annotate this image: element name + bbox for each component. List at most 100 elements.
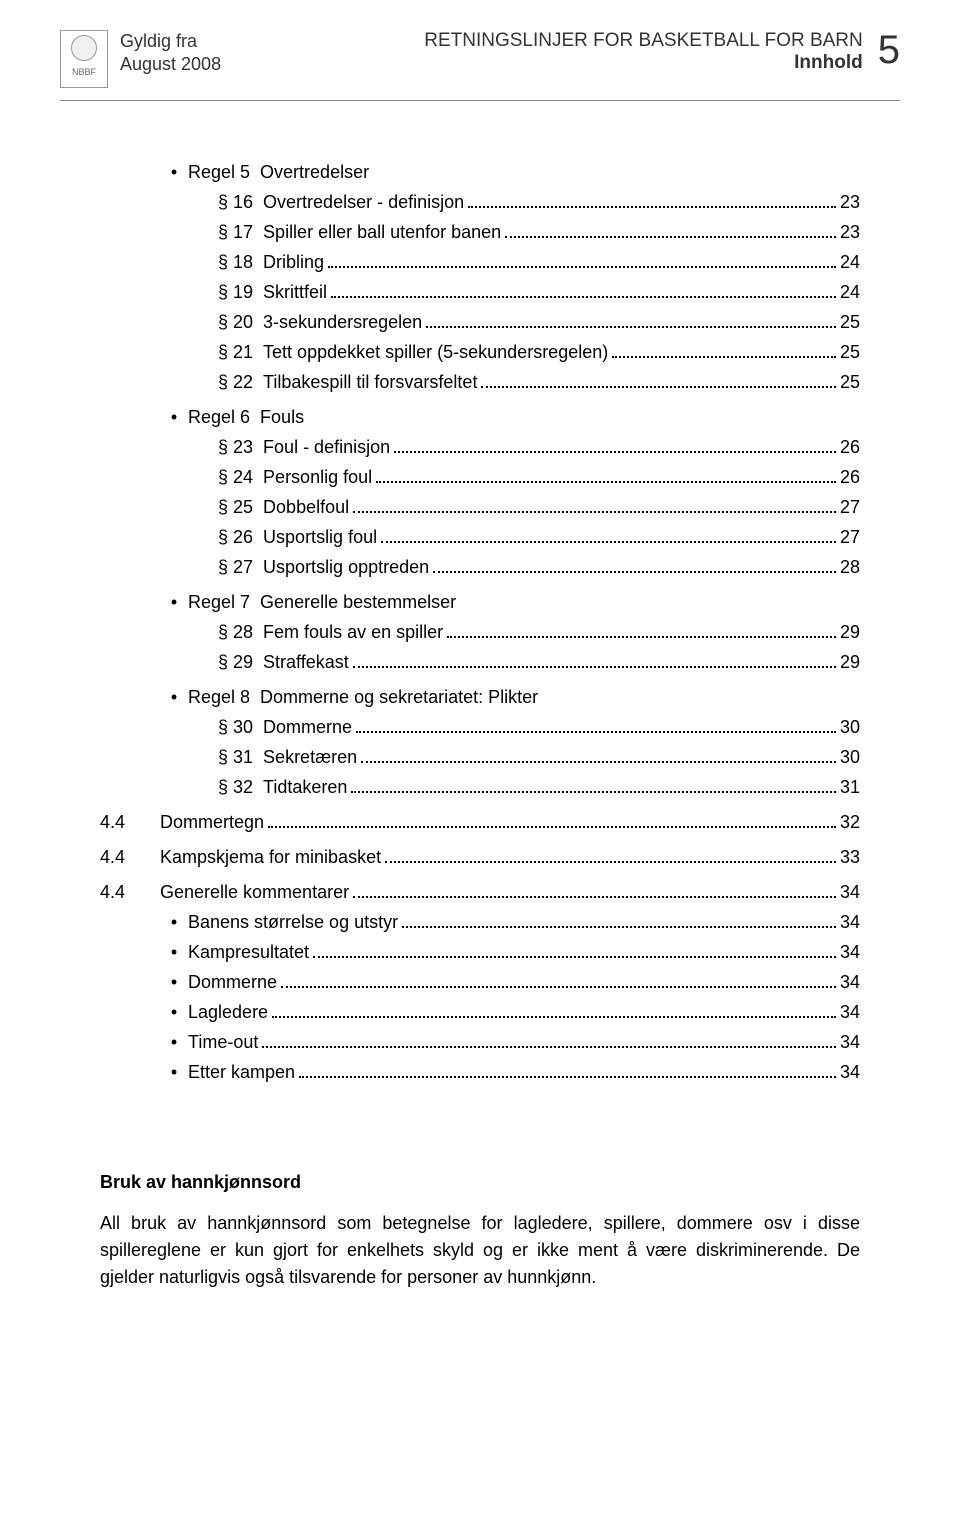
dot-leader [612,356,836,358]
toc-page: 24 [840,249,860,276]
dot-leader [281,986,836,988]
toc-label: Sekretæren [263,744,357,771]
dot-leader [505,236,836,238]
toc-subitem: •Time-out 34 [160,1029,860,1056]
toc-prefix: § 20 [218,309,253,336]
toc-paragraph: § 16Overtredelser - definisjon23 [160,189,860,216]
toc-page: 28 [840,554,860,581]
page-number: 5 [878,30,900,70]
dot-leader [381,541,836,543]
toc-page: 32 [840,809,860,836]
section-number: 4.4 [100,879,160,906]
toc-page: 34 [840,909,860,936]
bullet-icon: • [160,589,188,616]
header-left: Gyldig fra August 2008 [120,30,221,77]
toc-label: Spiller eller ball utenfor banen [263,219,501,246]
valid-from-date: August 2008 [120,53,221,76]
toc-page: 25 [840,339,860,366]
toc-label: Dobbelfoul [263,494,349,521]
dot-leader [328,266,836,268]
toc-paragraph: § 32Tidtakeren31 [160,774,860,801]
toc-label: Overtredelser - definisjon [263,189,464,216]
page-header: NBBF Gyldig fra August 2008 RETNINGSLINJ… [0,0,960,98]
toc-prefix: § 31 [218,744,253,771]
toc-page: 23 [840,189,860,216]
bullet-icon: • [160,969,188,996]
toc-paragraph: § 31 Sekretæren 30 [160,744,860,771]
dot-leader [447,636,836,638]
toc-section: 4.4Dommertegn32 [100,809,860,836]
toc-label: Dommerne [263,714,352,741]
rule-label: Regel 6 [188,404,250,431]
toc-page: 34 [840,1029,860,1056]
dot-leader [353,511,836,513]
toc-page: 26 [840,464,860,491]
section-label: Dommertegn [160,809,264,836]
toc-prefix: § 23 [218,434,253,461]
toc-label: Dommerne [188,969,277,996]
dot-leader [331,296,836,298]
toc-prefix: § 28 [218,619,253,646]
dot-leader [376,481,836,483]
toc-page: 26 [840,434,860,461]
section-label: Kampskjema for minibasket [160,844,381,871]
toc-label: Etter kampen [188,1059,295,1086]
toc-label: Kampresultatet [188,939,309,966]
rule-header: •Regel 6Fouls [160,404,860,431]
toc-section: 4.4Kampskjema for minibasket33 [100,844,860,871]
dot-leader [433,571,836,573]
valid-from-label: Gyldig fra [120,30,221,53]
toc-paragraph: § 203-sekundersregelen25 [160,309,860,336]
toc-page: 34 [840,1059,860,1086]
toc-prefix: § 32 [218,774,253,801]
rule-label: Regel 5 [188,159,250,186]
toc-paragraph: § 29 Straffekast 29 [160,649,860,676]
toc-paragraph: § 23Foul - definisjon26 [160,434,860,461]
toc-prefix: § 17 [218,219,253,246]
bullet-icon: • [160,684,188,711]
toc-label: Skrittfeil [263,279,327,306]
rule-title: Dommerne og sekretariatet: Plikter [260,684,538,711]
toc-page: 27 [840,524,860,551]
bullet-icon: • [160,159,188,186]
toc-label: Straffekast [263,649,349,676]
bullet-icon: • [160,404,188,431]
rule-title: Overtredelser [260,159,369,186]
dot-leader [313,956,836,958]
bullet-icon: • [160,999,188,1026]
sections-container: 4.4Dommertegn324.4Kampskjema for minibas… [160,809,860,1086]
header-right: RETNINGSLINJER FOR BASKETBALL FOR BARN I… [424,30,900,74]
dot-leader [299,1076,836,1078]
rule-label: Regel 8 [188,684,250,711]
toc-prefix: § 21 [218,339,253,366]
toc-paragraph: § 19Skrittfeil24 [160,279,860,306]
document-title: RETNINGSLINJER FOR BASKETBALL FOR BARN [424,30,863,52]
toc-page: 29 [840,649,860,676]
dot-leader [262,1046,836,1048]
dot-leader [351,791,836,793]
toc-label: Fem fouls av en spiller [263,619,443,646]
rule-header: •Regel 5 Overtredelser [160,159,860,186]
header-title-block: RETNINGSLINJER FOR BASKETBALL FOR BARN I… [424,30,863,74]
bullet-icon: • [160,909,188,936]
dot-leader [361,761,836,763]
dot-leader [402,926,836,928]
toc-prefix: § 18 [218,249,253,276]
toc-label: Time-out [188,1029,258,1056]
toc-page: 34 [840,879,860,906]
section-label: Generelle kommentarer [160,879,349,906]
bullet-icon: • [160,1029,188,1056]
rule-header: •Regel 7Generelle bestemmelser [160,589,860,616]
toc-page: 30 [840,744,860,771]
toc-page: 24 [840,279,860,306]
toc-page: 29 [840,619,860,646]
document-subtitle: Innhold [794,52,863,74]
footer-block: Bruk av hannkjønnsord All bruk av hannkj… [0,1109,960,1291]
toc-content: •Regel 5Overtredelser§ 16Overtredelser -… [0,101,960,1109]
toc-label: Tidtakeren [263,774,347,801]
dot-leader [353,896,836,898]
toc-paragraph: § 18Dribling24 [160,249,860,276]
toc-prefix: § 29 [218,649,253,676]
toc-label: Usportslig foul [263,524,377,551]
toc-paragraph: § 28 Fem fouls av en spiller 29 [160,619,860,646]
